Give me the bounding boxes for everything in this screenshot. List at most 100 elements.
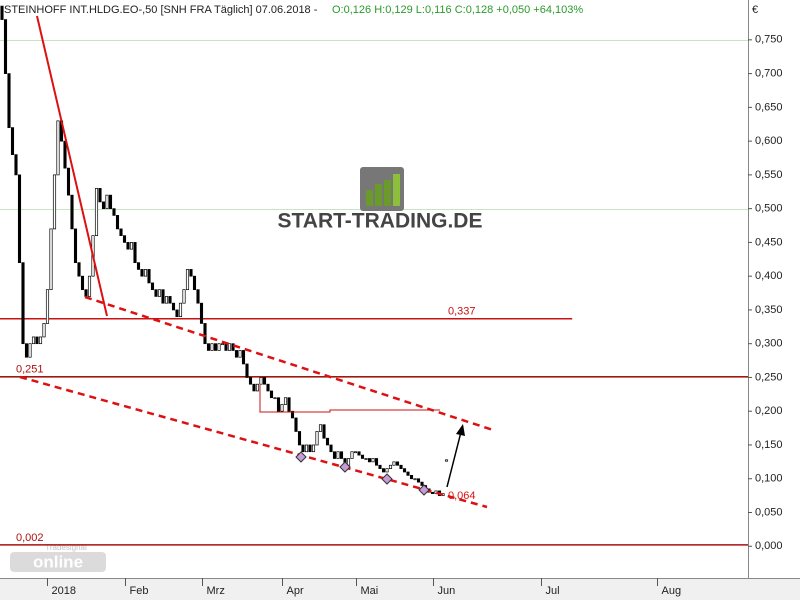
candle (402, 468, 407, 473)
candle (252, 383, 256, 392)
candle (210, 343, 214, 351)
candle (357, 451, 361, 456)
candle (364, 458, 368, 460)
candle (301, 444, 305, 453)
y-tick-label: 0,150 (755, 439, 783, 451)
candle (234, 350, 239, 358)
x-tick-label: Apr (287, 585, 304, 597)
watermark-text: online (33, 552, 83, 571)
candle (87, 275, 92, 297)
candle (224, 343, 228, 351)
support-line (259, 385, 440, 413)
candle (150, 282, 155, 291)
candle (318, 424, 323, 432)
y-tick-label: 0,350 (755, 304, 783, 316)
candle (105, 194, 109, 209)
candle (154, 289, 158, 297)
candle (381, 468, 386, 473)
candle (206, 343, 211, 351)
candle (168, 296, 172, 304)
watermark-top: Tradesignal (45, 543, 87, 552)
candle (31, 336, 36, 345)
candle (269, 390, 274, 399)
markers (295, 451, 430, 496)
candle (367, 458, 372, 463)
candle (199, 302, 204, 324)
candle (385, 468, 389, 473)
candle (21, 262, 25, 345)
candle (353, 451, 358, 454)
candle (14, 154, 18, 176)
diamond-marker (339, 461, 351, 473)
candle (112, 208, 116, 216)
candle (80, 275, 85, 291)
quote: O:0,126 H:0,129 L:0,116 C:0,128 +0,050 +… (332, 4, 583, 16)
candle (360, 454, 365, 459)
diamond-marker (295, 451, 307, 463)
candle (287, 397, 291, 412)
trend-lines (19, 15, 494, 509)
x-tick-label: Jun (438, 585, 456, 597)
candle (3, 19, 8, 74)
chart-title: STEINHOFF INT.HLDG.EO-,50 [SNH FRA Tägli… (4, 4, 318, 16)
candle (24, 343, 29, 358)
candle (262, 377, 267, 385)
candle (52, 174, 57, 230)
tradesignal-watermark: Tradesignal online (10, 543, 106, 572)
x-tick-label: Feb (130, 585, 149, 597)
trend-line (36, 15, 108, 317)
y-tick-label: 0,200 (755, 405, 783, 417)
candle (147, 269, 151, 284)
candle (133, 242, 137, 264)
candle (42, 323, 46, 338)
y-tick-label: 0,700 (755, 68, 783, 80)
candle (161, 289, 165, 304)
candle (63, 140, 67, 169)
x-axis-band (0, 578, 800, 600)
channel-lower (19, 375, 488, 509)
candle (28, 343, 32, 358)
y-tick-label: 0,600 (755, 135, 783, 147)
candle (392, 461, 396, 466)
candle (231, 343, 235, 351)
candle (430, 491, 435, 494)
candle (213, 343, 218, 351)
candle (129, 242, 134, 250)
candle (378, 464, 382, 469)
candle (238, 350, 242, 358)
y-tick-label: 0,050 (755, 506, 783, 518)
candle (220, 343, 225, 346)
candle (94, 188, 99, 237)
candle (143, 269, 148, 277)
candle (122, 235, 127, 243)
levels: 0,337 0,251 0,002 0,064 (0, 306, 748, 546)
brand-text: START-TRADING.DE (278, 210, 483, 233)
level-label: 0,337 (448, 306, 476, 318)
candle (255, 383, 260, 392)
candle (280, 404, 284, 412)
level-label: 0,064 (448, 490, 476, 502)
candle (171, 302, 176, 311)
candle (336, 451, 340, 459)
candle (56, 120, 60, 176)
candle (350, 451, 354, 459)
candle (290, 410, 295, 419)
candle (416, 478, 421, 483)
candle (409, 475, 414, 480)
candle (444, 459, 449, 462)
candle (399, 464, 403, 469)
candle (7, 73, 11, 128)
candle (395, 461, 400, 466)
y-tick-label: 0,400 (755, 270, 783, 282)
arrow-head (456, 424, 465, 436)
candle (329, 444, 333, 453)
candle (325, 437, 330, 446)
candle (203, 323, 207, 345)
x-tick-label: Aug (662, 585, 682, 597)
candle (119, 228, 123, 237)
arrow (446, 431, 462, 488)
candle (189, 269, 193, 277)
candle (388, 464, 393, 469)
candle (413, 478, 417, 481)
